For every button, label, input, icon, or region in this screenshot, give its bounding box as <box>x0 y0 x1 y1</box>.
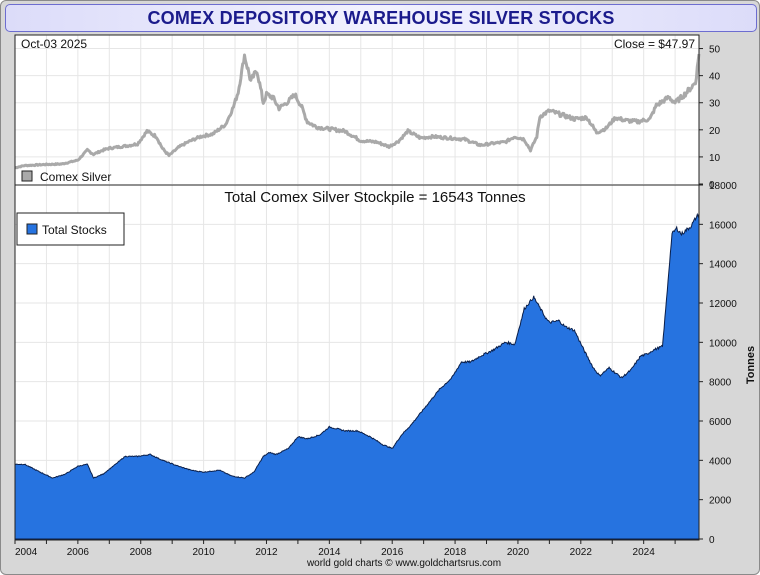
price-y-axis: 0 10 20 30 40 50 <box>699 45 721 191</box>
x-axis: 2004 2006 2008 2010 2012 2014 2016 2018 2020 2022… <box>14 539 676 558</box>
stocks-y-tick-label: 16000 <box>709 220 737 231</box>
silver-legend-label: Comex Silver <box>40 170 111 184</box>
price-y-tick-label: 10 <box>709 153 721 164</box>
stocks-y-tick-label: 4000 <box>709 456 732 467</box>
stocks-y-tick-label: 8000 <box>709 378 732 389</box>
x-tick-label: 2012 <box>255 547 278 558</box>
silver-legend-swatch <box>21 170 33 182</box>
stocks-area-series <box>14 212 700 540</box>
x-tick-label: 2010 <box>192 547 215 558</box>
x-tick-label: 2016 <box>381 547 404 558</box>
stocks-y-axis-label: Tonnes <box>745 346 757 384</box>
stocks-y-tick-label: 0 <box>709 535 715 546</box>
stocks-y-axis: 0 2000 4000 6000 8000 10000 12000 14000 16000 180… <box>699 181 737 546</box>
stocks-y-tick-label: 2000 <box>709 496 732 507</box>
date-label: Oct-03 2025 <box>21 37 87 51</box>
price-y-tick-label: 20 <box>709 126 721 137</box>
x-tick-label: 2014 <box>318 547 341 558</box>
stocks-y-tick-label: 10000 <box>709 338 737 349</box>
x-tick-label: 2018 <box>444 547 467 558</box>
chart-title: COMEX DEPOSITORY WAREHOUSE SILVER STOCKS <box>5 4 757 32</box>
price-y-tick-label: 30 <box>709 99 721 110</box>
stocks-y-tick-label: 18000 <box>709 181 737 192</box>
x-tick-label: 2004 <box>15 547 38 558</box>
stockpile-title: Total Comex Silver Stockpile = 16543 Ton… <box>224 189 525 206</box>
stocks-legend-label: Total Stocks <box>42 223 107 237</box>
x-tick-label: 2008 <box>130 547 153 558</box>
x-tick-label: 2022 <box>570 547 593 558</box>
stocks-y-tick-label: 14000 <box>709 260 737 271</box>
price-y-tick-label: 0 <box>709 180 715 191</box>
x-tick-label: 2020 <box>507 547 530 558</box>
price-y-tick-label: 40 <box>709 72 721 83</box>
silver-price-line <box>14 53 701 170</box>
credit-footer: world gold charts © www.goldchartsrus.co… <box>306 558 502 569</box>
price-panel <box>14 34 700 186</box>
stocks-legend-swatch <box>26 223 38 235</box>
stocks-y-tick-label: 6000 <box>709 417 732 428</box>
x-tick-label: 2006 <box>67 547 90 558</box>
stocks-y-tick-label: 12000 <box>709 299 737 310</box>
close-price-label: Close = $47.97 <box>614 37 695 51</box>
price-y-tick-label: 50 <box>709 45 721 56</box>
x-tick-label: 2024 <box>633 547 656 558</box>
